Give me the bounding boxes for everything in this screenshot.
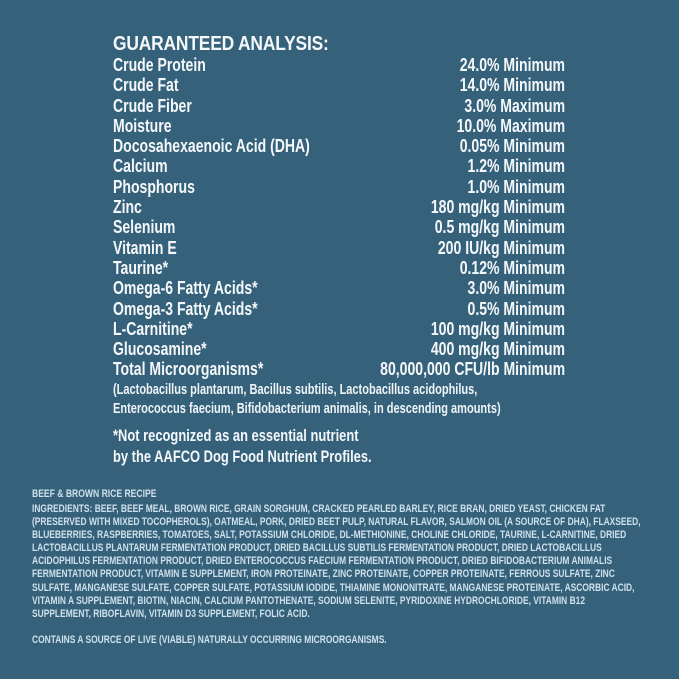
nutrient-name: Moisture (113, 115, 172, 136)
nutrient-name: L-Carnitine* (113, 318, 193, 339)
nutrient-row: Omega-6 Fatty Acids* 3.0% Minimum (113, 278, 565, 298)
nutrient-row: Crude Fat 14.0% Minimum (113, 75, 565, 95)
nutrient-row: Vitamin E 200 IU/kg Minimum (113, 238, 565, 258)
recipe-title: BEEF & BROWN RICE RECIPE (32, 488, 157, 500)
nutrient-value: 180 mg/kg Minimum (430, 197, 565, 218)
nutrient-name: Omega-3 Fatty Acids* (113, 298, 258, 319)
nutrient-row: L-Carnitine* 100 mg/kg Minimum (113, 319, 565, 339)
nutrient-value: 0.5% Minimum (467, 298, 565, 319)
nutrient-name: Phosphorus (113, 176, 195, 197)
nutrient-name: Glucosamine* (113, 339, 207, 360)
nutrient-value: 100 mg/kg Minimum (430, 318, 565, 339)
nutrient-name: Zinc (113, 197, 142, 218)
nutrient-name: Omega-6 Fatty Acids* (113, 278, 258, 299)
nutrient-value: 24.0% Minimum (459, 55, 565, 75)
nutrient-name: Crude Fiber (113, 95, 192, 116)
nutrient-row: Taurine* 0.12% Minimum (113, 258, 565, 278)
nutrient-value: 200 IU/kg Minimum (437, 237, 565, 258)
aafco-footnote-line2: by the AAFCO Dog Food Nutrient Profiles. (113, 446, 372, 466)
nutrient-row: Crude Protein 24.0% Minimum (113, 55, 565, 75)
nutrient-value: 1.0% Minimum (467, 176, 565, 197)
nutrient-value: 0.12% Minimum (459, 257, 565, 278)
nutrient-name: Calcium (113, 156, 168, 177)
nutrient-value: 1.2% Minimum (467, 156, 565, 177)
nutrient-name: Crude Protein (113, 55, 206, 75)
ingredients-paragraph: INGREDIENTS: BEEF, BEEF MEAL, BROWN RICE… (32, 503, 641, 621)
nutrient-name: Taurine* (113, 257, 169, 278)
nutrient-value: 0.05% Minimum (459, 136, 565, 157)
live-microorganisms-note: CONTAINS A SOURCE OF LIVE (VIABLE) NATUR… (32, 634, 387, 646)
nutrient-row: Glucosamine* 400 mg/kg Minimum (113, 339, 565, 359)
nutrient-value: 14.0% Minimum (459, 75, 565, 96)
nutrient-row: Omega-3 Fatty Acids* 0.5% Minimum (113, 299, 565, 319)
nutrient-name: Crude Fat (113, 75, 179, 96)
nutrient-row: Calcium 1.2% Minimum (113, 156, 565, 176)
nutrient-value: 80,000,000 CFU/lb Minimum (380, 359, 565, 380)
ingredients-label: INGREDIENTS: (32, 503, 93, 515)
aafco-footnote-line1: *Not recognized as an essential nutrient (113, 426, 359, 445)
guaranteed-analysis-title: GUARANTEED ANALYSIS: (113, 33, 329, 55)
nutrient-value: 3.0% Maximum (464, 95, 565, 116)
ingredients-list: BEEF, BEEF MEAL, BROWN RICE, GRAIN SORGH… (32, 503, 641, 620)
nutrient-name: Selenium (113, 217, 176, 238)
nutrient-row: Crude Fiber 3.0% Maximum (113, 96, 565, 116)
nutrient-row: Phosphorus 1.0% Minimum (113, 177, 565, 197)
microorganisms-detail-line1: (Lactobacillus plantarum, Bacillus subti… (113, 382, 478, 398)
microorganisms-detail: (Lactobacillus plantarum, Bacillus subti… (113, 381, 623, 418)
guaranteed-analysis-table: Crude Protein 24.0% Minimum Crude Fat 14… (113, 55, 565, 380)
nutrient-value: 3.0% Minimum (467, 278, 565, 299)
nutrient-value: 10.0% Maximum (456, 115, 565, 136)
nutrient-value: 0.5 mg/kg Minimum (434, 217, 565, 238)
nutrient-row: Zinc 180 mg/kg Minimum (113, 197, 565, 217)
nutrient-row: Docosahexaenoic Acid (DHA) 0.05% Minimum (113, 136, 565, 156)
microorganisms-detail-line2: Enterococcus faecium, Bifidobacterium an… (113, 400, 501, 417)
nutrient-name: Vitamin E (113, 237, 177, 258)
nutrient-name: Docosahexaenoic Acid (DHA) (113, 136, 310, 157)
nutrient-row: Moisture 10.0% Maximum (113, 116, 565, 136)
nutrient-value: 400 mg/kg Minimum (430, 339, 565, 360)
nutrient-row: Total Microorganisms* 80,000,000 CFU/lb … (113, 359, 565, 379)
nutrient-row: Selenium 0.5 mg/kg Minimum (113, 217, 565, 237)
aafco-footnote: *Not recognized as an essential nutrient… (113, 426, 453, 467)
nutrient-name: Total Microorganisms* (113, 359, 264, 380)
